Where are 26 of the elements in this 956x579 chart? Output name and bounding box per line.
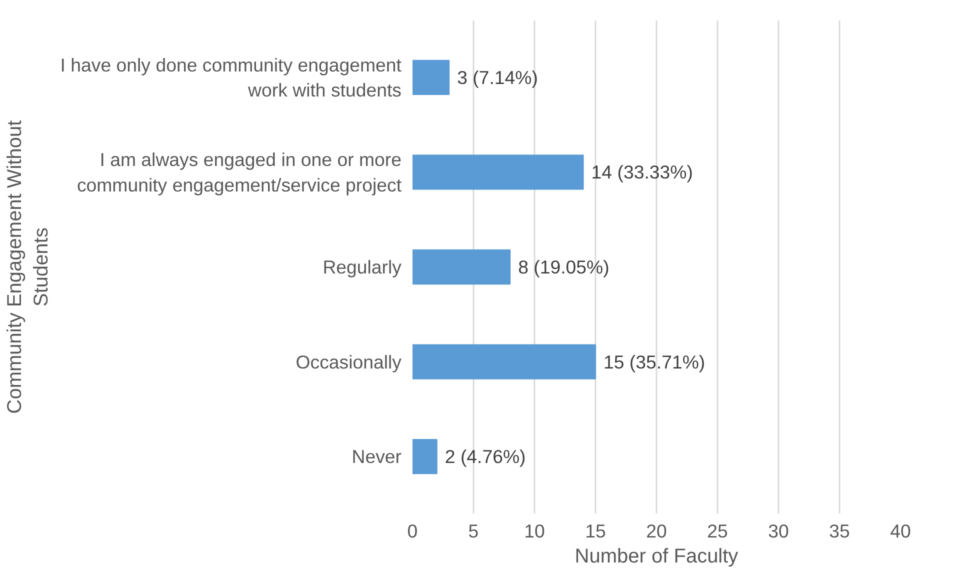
data-label: 3 (7.14%) — [457, 66, 538, 88]
y-tick-label: Never — [352, 446, 402, 468]
y-tick-label: Regularly — [322, 256, 402, 278]
bar — [412, 439, 438, 474]
x-tick-label: 35 — [829, 520, 850, 542]
y-axis-title: Community Engagement Without Students — [4, 120, 52, 414]
bar — [412, 249, 511, 285]
x-tick-label: 40 — [890, 520, 911, 542]
x-axis-title: Number of Faculty — [574, 546, 738, 568]
y-tick-label: Occasionally — [296, 351, 402, 372]
bar — [412, 344, 596, 380]
x-tick-label: 0 — [407, 520, 418, 542]
bar — [412, 154, 584, 190]
data-label: 15 (35.71%) — [604, 351, 706, 372]
data-label: 14 (33.33%) — [591, 162, 693, 183]
x-tick-label: 25 — [707, 520, 728, 542]
x-tick-label: 20 — [646, 520, 667, 542]
x-tick-label: 15 — [585, 520, 606, 542]
bar — [412, 60, 450, 95]
y-tick-label: I am always engaged in one or more community engagement/service project — [76, 149, 402, 196]
x-tick-label: 5 — [468, 520, 479, 542]
y-tick-label: I have only done community engagement work with students — [60, 54, 402, 100]
data-label: 2 (4.76%) — [444, 446, 526, 468]
data-label: 8 (19.05%) — [518, 256, 610, 278]
x-tick-label: 30 — [768, 520, 789, 542]
x-tick-label: 10 — [524, 520, 545, 542]
